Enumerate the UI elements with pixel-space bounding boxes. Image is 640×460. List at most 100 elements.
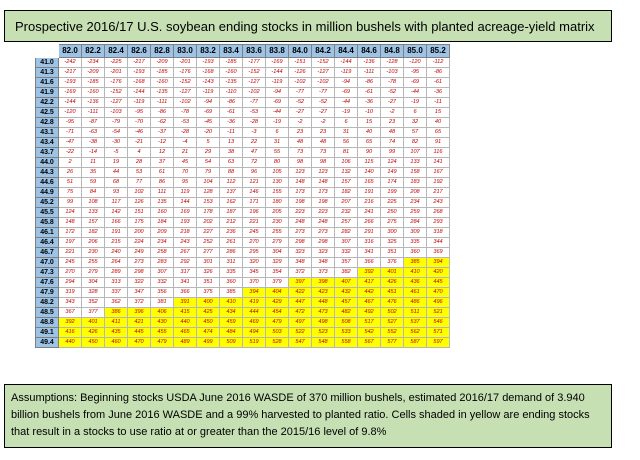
row-header: 41.0 [35, 57, 59, 68]
table-cell: 202 [196, 217, 220, 228]
row-header: 47.3 [35, 267, 59, 278]
table-cell: 182 [334, 187, 358, 198]
table-cell: 200 [127, 227, 151, 238]
table-cell: 74 [380, 137, 404, 148]
table-cell: 217 [426, 187, 450, 198]
table-cell: -12 [150, 137, 174, 148]
table-cell: 22 [242, 137, 266, 148]
table-cell: 401 [81, 317, 105, 328]
table-cell: 137 [219, 187, 243, 198]
table-cell: 392 [58, 317, 82, 328]
table-cell: -111 [357, 67, 381, 78]
table-cell: 396 [127, 307, 151, 318]
table-row: 48.2 343 352 362 372 381 391 400 410 419 429 447 448… [35, 297, 450, 308]
table-cell: -102 [173, 97, 197, 108]
table-cell: 284 [403, 217, 427, 228]
table-cell: 252 [196, 237, 220, 248]
table-cell: -136 [357, 57, 381, 68]
table-cell: 267 [173, 247, 197, 258]
table-cell: 258 [150, 247, 174, 258]
table-cell: -95 [403, 67, 427, 78]
table-cell: -127 [242, 77, 266, 88]
table-row: 44.3 26 35 44 53 61 70 79 88 96 105 123 123 132 140 149… [35, 167, 450, 178]
column-header: 85.0 [403, 44, 427, 58]
table-cell: 72 [242, 157, 266, 168]
row-header: 47.6 [35, 277, 59, 288]
table-cell: 261 [219, 237, 243, 248]
table-cell: 351 [196, 277, 220, 288]
table-cell: 38 [219, 147, 243, 158]
table-cell: 571 [426, 327, 450, 338]
assumptions-footnote: Assumptions: Beginning stocks USDA June … [4, 384, 612, 448]
row-header: 46.4 [35, 237, 59, 248]
table-cell: -168 [196, 67, 220, 78]
table-cell: -86 [150, 107, 174, 118]
table-cell: 440 [173, 317, 197, 328]
table-cell: 23 [288, 127, 312, 138]
table-cell: 546 [426, 317, 450, 328]
table-cell: -151 [288, 57, 312, 68]
table-cell: 148 [311, 177, 335, 188]
table-cell: 552 [380, 327, 404, 338]
table-cell: 309 [403, 227, 427, 238]
table-cell: -103 [104, 107, 128, 118]
table-cell: -144 [127, 87, 151, 98]
table-cell: 448 [311, 297, 335, 308]
table-cell: -144 [58, 97, 82, 108]
table-cell: -126 [288, 67, 312, 78]
corner-cell [35, 44, 59, 58]
table-cell: 121 [242, 177, 266, 188]
table-cell: 165 [357, 177, 381, 188]
row-header: 42.5 [35, 107, 59, 118]
table-cell: 31 [265, 137, 289, 148]
table-cell: 75 [58, 187, 82, 198]
table-cell: 160 [150, 207, 174, 218]
table-cell: -70 [127, 117, 151, 128]
table-cell: 484 [219, 327, 243, 338]
table-cell: 216 [357, 197, 381, 208]
table-cell: 35 [81, 167, 105, 178]
table-cell: 367 [58, 307, 82, 318]
table-cell: 348 [288, 257, 312, 268]
table-cell: 298 [288, 237, 312, 248]
table-cell: -2 [311, 117, 335, 128]
row-header: 44.3 [35, 167, 59, 178]
table-cell: 68 [104, 177, 128, 188]
table-cell: 394 [426, 257, 450, 268]
row-header: 41.9 [35, 87, 59, 98]
table-cell: 498 [311, 317, 335, 328]
table-cell: 124 [380, 157, 404, 168]
table-cell: 178 [196, 207, 220, 218]
table-cell: 82 [403, 137, 427, 148]
column-header-row: 82.0 82.2 82.4 82.6 82.8 83.0 83.2 83.4 83.6 83.8… [35, 44, 450, 58]
table-cell: 104 [196, 177, 220, 188]
table-cell: -78 [173, 107, 197, 118]
table-cell: 425 [196, 307, 220, 318]
table-cell: -53 [173, 117, 197, 128]
table-row: 46.7 221 230 240 249 258 267 277 286 295 304 323 323… [35, 247, 450, 258]
row-header: 47.9 [35, 287, 59, 298]
table-cell: 234 [150, 237, 174, 248]
table-cell: -111 [150, 97, 174, 108]
table-cell: 123 [288, 167, 312, 178]
table-cell: 277 [196, 247, 220, 258]
table-cell: 153 [196, 197, 220, 208]
table-cell: 318 [426, 227, 450, 238]
table-cell: -11 [426, 97, 450, 108]
table-cell: 55 [265, 147, 289, 158]
table-cell: 209 [150, 227, 174, 238]
table-cell: -2 [288, 117, 312, 128]
table-cell: 255 [81, 257, 105, 268]
table-cell: 279 [81, 267, 105, 278]
table-cell: 128 [196, 187, 220, 198]
table-cell: 465 [173, 327, 197, 338]
table-cell: 282 [334, 227, 358, 238]
table-cell: -119 [334, 67, 358, 78]
table-cell: 184 [150, 217, 174, 228]
table-cell: 320 [242, 257, 266, 268]
table-cell: -185 [81, 77, 105, 88]
table-cell: 351 [380, 247, 404, 258]
table-cell: 503 [265, 327, 289, 338]
table-cell: 40 [426, 117, 450, 128]
table-cell: 270 [242, 237, 266, 248]
